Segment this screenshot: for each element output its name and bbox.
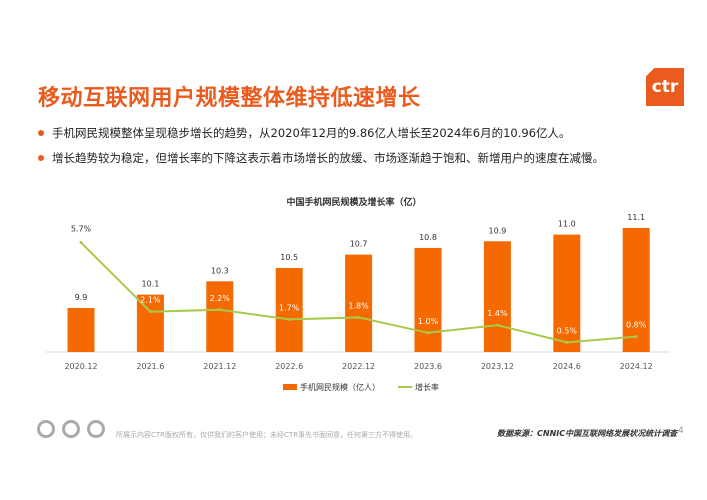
x-tick-label: 2024.12 xyxy=(620,362,653,371)
bar xyxy=(275,267,303,352)
bullet-list: 手机网民规模整体呈现稳步增长的趋势，从2020年12月的9.86亿人增长至202… xyxy=(38,120,604,170)
legend-line-label: 增长率 xyxy=(415,382,439,392)
bar-label: 11.0 xyxy=(558,220,576,229)
growth-point xyxy=(148,310,152,314)
growth-label: 1.7% xyxy=(279,303,300,312)
x-tick-label: 2023.6 xyxy=(414,362,442,371)
bullet-dot-icon xyxy=(38,154,44,161)
growth-label: 0.8% xyxy=(626,321,647,330)
growth-label: 2.2% xyxy=(210,294,231,303)
page-number: 4 xyxy=(678,426,684,436)
bullet-dot-icon xyxy=(38,129,44,136)
x-tick-label: 2021.6 xyxy=(136,362,164,371)
bar xyxy=(483,241,511,352)
bar-label: 10.7 xyxy=(350,240,368,249)
data-source: 数据来源：CNNIC中国互联网络发展状况统计调查 xyxy=(497,429,678,438)
growth-label: 0.5% xyxy=(557,326,578,335)
growth-point xyxy=(357,315,361,319)
bar xyxy=(345,254,373,352)
x-tick-label: 2021.12 xyxy=(203,362,236,371)
bar-label: 11.1 xyxy=(627,213,645,222)
certification-badge-icon xyxy=(87,420,105,438)
x-tick-label: 2020.12 xyxy=(64,362,97,371)
bar xyxy=(414,247,442,352)
bar-label: 10.9 xyxy=(488,226,506,235)
x-tick-label: 2022.12 xyxy=(342,362,375,371)
bar-label: 10.1 xyxy=(141,280,159,289)
growth-point xyxy=(287,317,291,321)
bullet-text: 增长趋势较为稳定，但增长率的下降这表示着市场增长的放缓、市场逐渐趋于饱和、新增用… xyxy=(52,150,604,165)
bullet-item: 手机网民规模整体呈现稳步增长的趋势，从2020年12月的9.86亿人增长至202… xyxy=(38,120,604,145)
growth-point xyxy=(426,331,430,335)
bar-label: 10.5 xyxy=(280,253,298,262)
legend-bar-label: 手机网民规模（亿人） xyxy=(300,382,380,392)
chart-title: 中国手机网民规模及增长率（亿） xyxy=(286,196,421,208)
growth-label: 5.7% xyxy=(71,225,92,234)
bar xyxy=(67,307,95,352)
growth-point xyxy=(79,241,83,245)
x-tick-label: 2023.12 xyxy=(481,362,514,371)
x-tick-label: 2022.6 xyxy=(275,362,303,371)
bullet-item: 增长趋势较为稳定，但增长率的下降这表示着市场增长的放缓、市场逐渐趋于饱和、新增用… xyxy=(38,145,604,170)
growth-point xyxy=(495,323,499,327)
bar xyxy=(553,234,581,352)
growth-label: 2.1% xyxy=(140,296,161,305)
bar xyxy=(206,281,234,352)
bar-label: 10.8 xyxy=(419,233,437,242)
x-tick-label: 2024.6 xyxy=(553,362,581,371)
growth-label: 1.4% xyxy=(487,309,508,318)
legend-bar-swatch xyxy=(283,384,297,390)
bar-label: 9.9 xyxy=(75,293,88,302)
growth-point xyxy=(565,340,569,344)
disclaimer: 所展示内容CTR版权所有，仅供我们的客户使用；未经CTR事先书面同意，任何第三方… xyxy=(116,431,418,439)
bar xyxy=(622,227,650,352)
page-title: 移动互联网用户规模整体维持低速增长 xyxy=(38,86,421,111)
bullet-text: 手机网民规模整体呈现稳步增长的趋势，从2020年12月的9.86亿人增长至202… xyxy=(52,125,571,140)
bar-label: 10.3 xyxy=(211,266,229,275)
growth-point xyxy=(218,308,222,312)
certification-badge-icon xyxy=(62,420,80,438)
growth-label: 1.8% xyxy=(348,301,369,310)
growth-label: 1.0% xyxy=(418,317,439,326)
growth-point xyxy=(634,335,638,339)
bar xyxy=(136,294,164,352)
ctr-logo: ctr xyxy=(646,68,684,106)
certification-badge-icon xyxy=(37,420,55,438)
